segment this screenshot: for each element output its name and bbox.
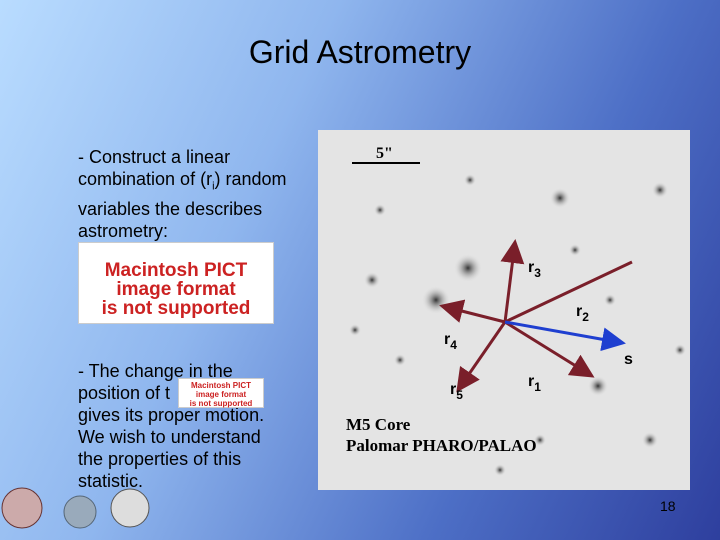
text: is not supported: [101, 298, 251, 319]
text: - The change in the position of t: [78, 361, 233, 403]
vector: [500, 239, 525, 323]
star: [494, 464, 506, 476]
star: [454, 254, 482, 282]
logos: [1, 487, 150, 529]
logo: [63, 495, 97, 529]
vector: [504, 320, 626, 352]
vector-label: s: [624, 351, 633, 368]
vector-label: r5: [450, 381, 463, 402]
label-sub: 1: [534, 380, 541, 394]
star: [422, 286, 450, 314]
text: gives its proper motion. We wish to unde…: [78, 405, 265, 491]
bullet: - Construct a linear combination of (ri)…: [78, 146, 293, 242]
vector-label: r1: [528, 373, 541, 394]
star: [642, 432, 658, 448]
vector: [439, 299, 506, 324]
vectors: [439, 239, 633, 393]
label-base: r: [528, 259, 534, 276]
vector-label: r4: [444, 331, 457, 352]
vector-label: r3: [528, 259, 541, 280]
image-placeholder: Macintosh PICT image format is not support…: [78, 242, 274, 324]
star: [534, 434, 546, 446]
label-base: r: [444, 331, 450, 348]
text: Macintosh PICT: [190, 381, 251, 390]
star: [364, 272, 380, 288]
scale-label: 5": [376, 145, 393, 162]
caption: M5 Core: [346, 415, 411, 434]
vector: [504, 320, 595, 378]
star: [374, 204, 386, 216]
vector: [456, 321, 507, 393]
star: [604, 294, 616, 306]
bullet: - The change in the position of t gives …: [78, 360, 288, 492]
logo: [110, 488, 150, 528]
star: [674, 344, 686, 356]
subscript: i: [212, 180, 215, 193]
label-sub: 4: [450, 338, 457, 352]
page-number: 18: [660, 498, 676, 514]
star: [349, 324, 361, 336]
logo: [1, 487, 43, 529]
vector-label: r2: [576, 303, 589, 324]
text: image format: [195, 390, 247, 399]
label-base: r: [450, 381, 456, 398]
label-sub: 2: [582, 310, 589, 324]
star: [588, 376, 608, 396]
image-background: [318, 130, 690, 490]
caption: Palomar PHARO/PALAO: [346, 436, 537, 455]
label-base: r: [528, 373, 534, 390]
label-base: r: [576, 303, 582, 320]
label-sub: 5: [456, 388, 463, 402]
label-base: s: [624, 351, 633, 368]
star: [550, 188, 570, 208]
text: - Construct a linear combination of (r: [78, 147, 231, 189]
star: [464, 174, 476, 186]
stars: [349, 174, 686, 476]
text: Macintosh PICT: [104, 260, 248, 281]
image-placeholder: Macintosh PICT image format is not support…: [178, 378, 264, 408]
text: ) random variables the describes astrome…: [78, 169, 287, 241]
label-sub: 3: [534, 266, 541, 280]
text: is not supported: [189, 399, 253, 408]
star: [394, 354, 406, 366]
slide-title: Grid Astrometry: [248, 34, 472, 70]
star: [569, 244, 581, 256]
text: image format: [116, 279, 236, 300]
vector: [504, 260, 633, 324]
star: [652, 182, 668, 198]
